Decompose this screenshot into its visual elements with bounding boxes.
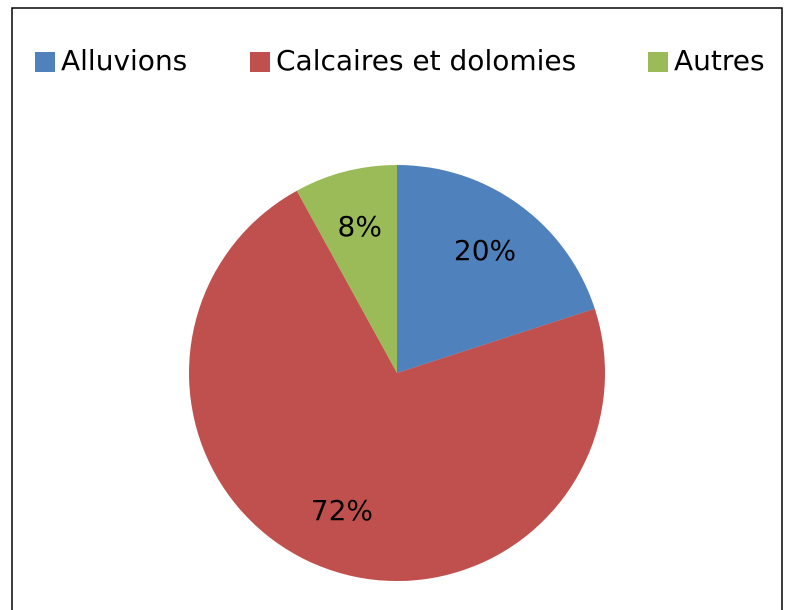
legend-swatch xyxy=(648,52,668,72)
pie-slice xyxy=(296,165,397,373)
pie-slice xyxy=(189,190,605,581)
legend-label: Alluvions xyxy=(61,44,187,77)
legend-label: Autres xyxy=(674,44,765,77)
legend-swatch xyxy=(35,52,55,72)
pie-slice xyxy=(397,165,595,373)
legend-swatch xyxy=(250,52,270,72)
data-label: 8% xyxy=(338,210,382,243)
data-label: 72% xyxy=(311,494,373,527)
legend-label: Calcaires et dolomies xyxy=(276,44,576,77)
data-label: 20% xyxy=(454,234,516,267)
